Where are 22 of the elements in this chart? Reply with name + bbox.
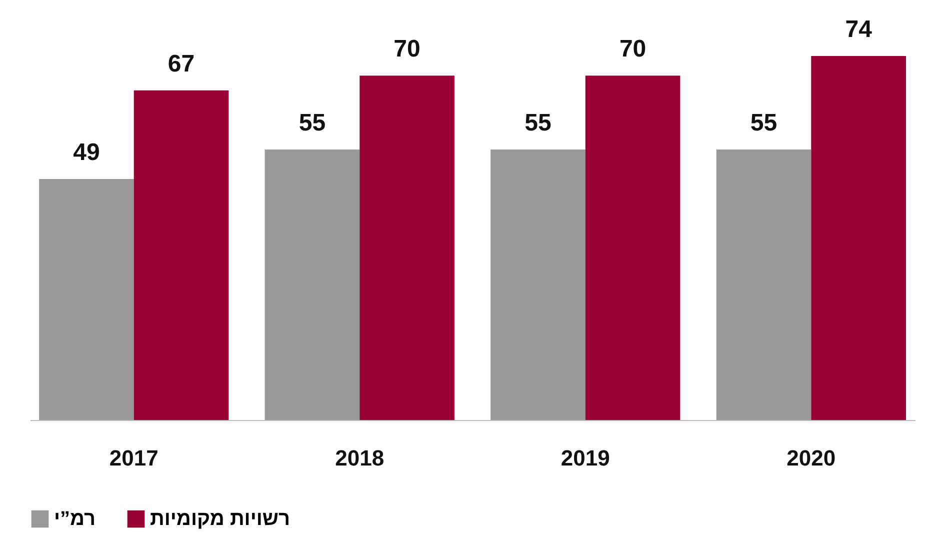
bar: [134, 90, 229, 420]
data-label: 55: [298, 109, 326, 136]
data-label: 67: [168, 50, 195, 78]
data-label: 74: [845, 16, 873, 43]
x-tick-label: 2020: [786, 446, 836, 470]
bar: [490, 149, 586, 420]
x-tick-label: 2018: [335, 446, 384, 470]
bar: [585, 76, 680, 420]
bar: [39, 178, 134, 420]
bar: [360, 76, 454, 420]
bar: [264, 149, 360, 420]
legend-label: רשויות מקומיות: [150, 508, 290, 530]
data-label: 55: [750, 109, 778, 136]
data-label: 49: [73, 138, 100, 166]
bar: [716, 149, 812, 420]
x-tick-label: 2017: [109, 446, 158, 470]
bar: [811, 56, 906, 420]
x-tick-label: 2019: [560, 446, 610, 470]
data-label: 70: [619, 36, 646, 63]
data-label: 70: [394, 36, 420, 63]
data-label: 55: [524, 109, 552, 136]
legend-label: רמ”י: [54, 508, 96, 530]
